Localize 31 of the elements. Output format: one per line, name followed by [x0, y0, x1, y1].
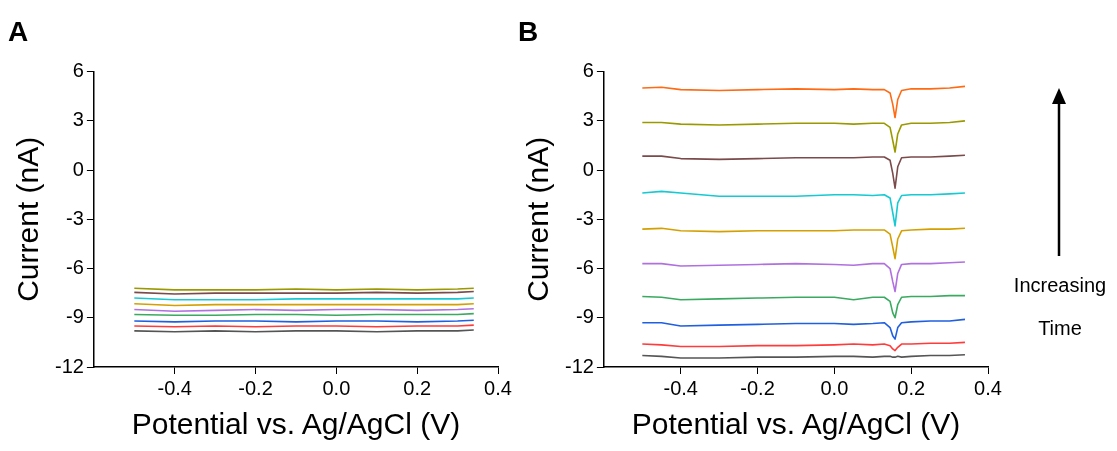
x-tick-label: 0.2	[403, 376, 432, 399]
text: Increasing Time	[1012, 273, 1108, 341]
x-tick-label: 0.4	[974, 376, 1002, 399]
chart-title: A	[8, 15, 29, 47]
chart-title: B	[518, 15, 539, 47]
y-tick-label: -3	[66, 206, 84, 229]
x-tick-label: -0.4	[157, 376, 192, 399]
y-tick-label: 6	[72, 59, 84, 82]
x-tick-label: -0.2	[238, 376, 273, 399]
y-tick-label: 6	[582, 59, 594, 82]
y-axis-title: Current (nA)	[521, 136, 555, 302]
y-tick-label: -9	[66, 305, 84, 328]
x-tick-label: 0.2	[897, 376, 926, 399]
x-tick-label: -0.4	[663, 376, 698, 399]
y-tick-label: -3	[576, 206, 594, 229]
x-axis-title: Potential vs. Ag/AgCl (V)	[631, 407, 961, 441]
y-tick-label: -12	[565, 354, 594, 377]
x-axis-title: Potential vs. Ag/AgCl (V)	[131, 407, 461, 441]
y-axis-title: Current (nA)	[11, 136, 45, 302]
y-tick-label: 0	[582, 157, 594, 180]
y-tick-label: -12	[55, 354, 84, 377]
y-tick-label: -6	[576, 256, 594, 279]
x-tick-label: 0.0	[322, 376, 351, 399]
x-tick-label: -0.2	[740, 376, 775, 399]
x-tick-label: 0.4	[484, 376, 512, 399]
y-tick-label: 3	[582, 108, 594, 131]
x-tick-label: 0.0	[820, 376, 849, 399]
y-tick-label: -6	[66, 256, 84, 279]
y-tick-label: 3	[72, 108, 84, 131]
y-tick-label: -9	[576, 305, 594, 328]
y-tick-label: 0	[72, 157, 84, 180]
